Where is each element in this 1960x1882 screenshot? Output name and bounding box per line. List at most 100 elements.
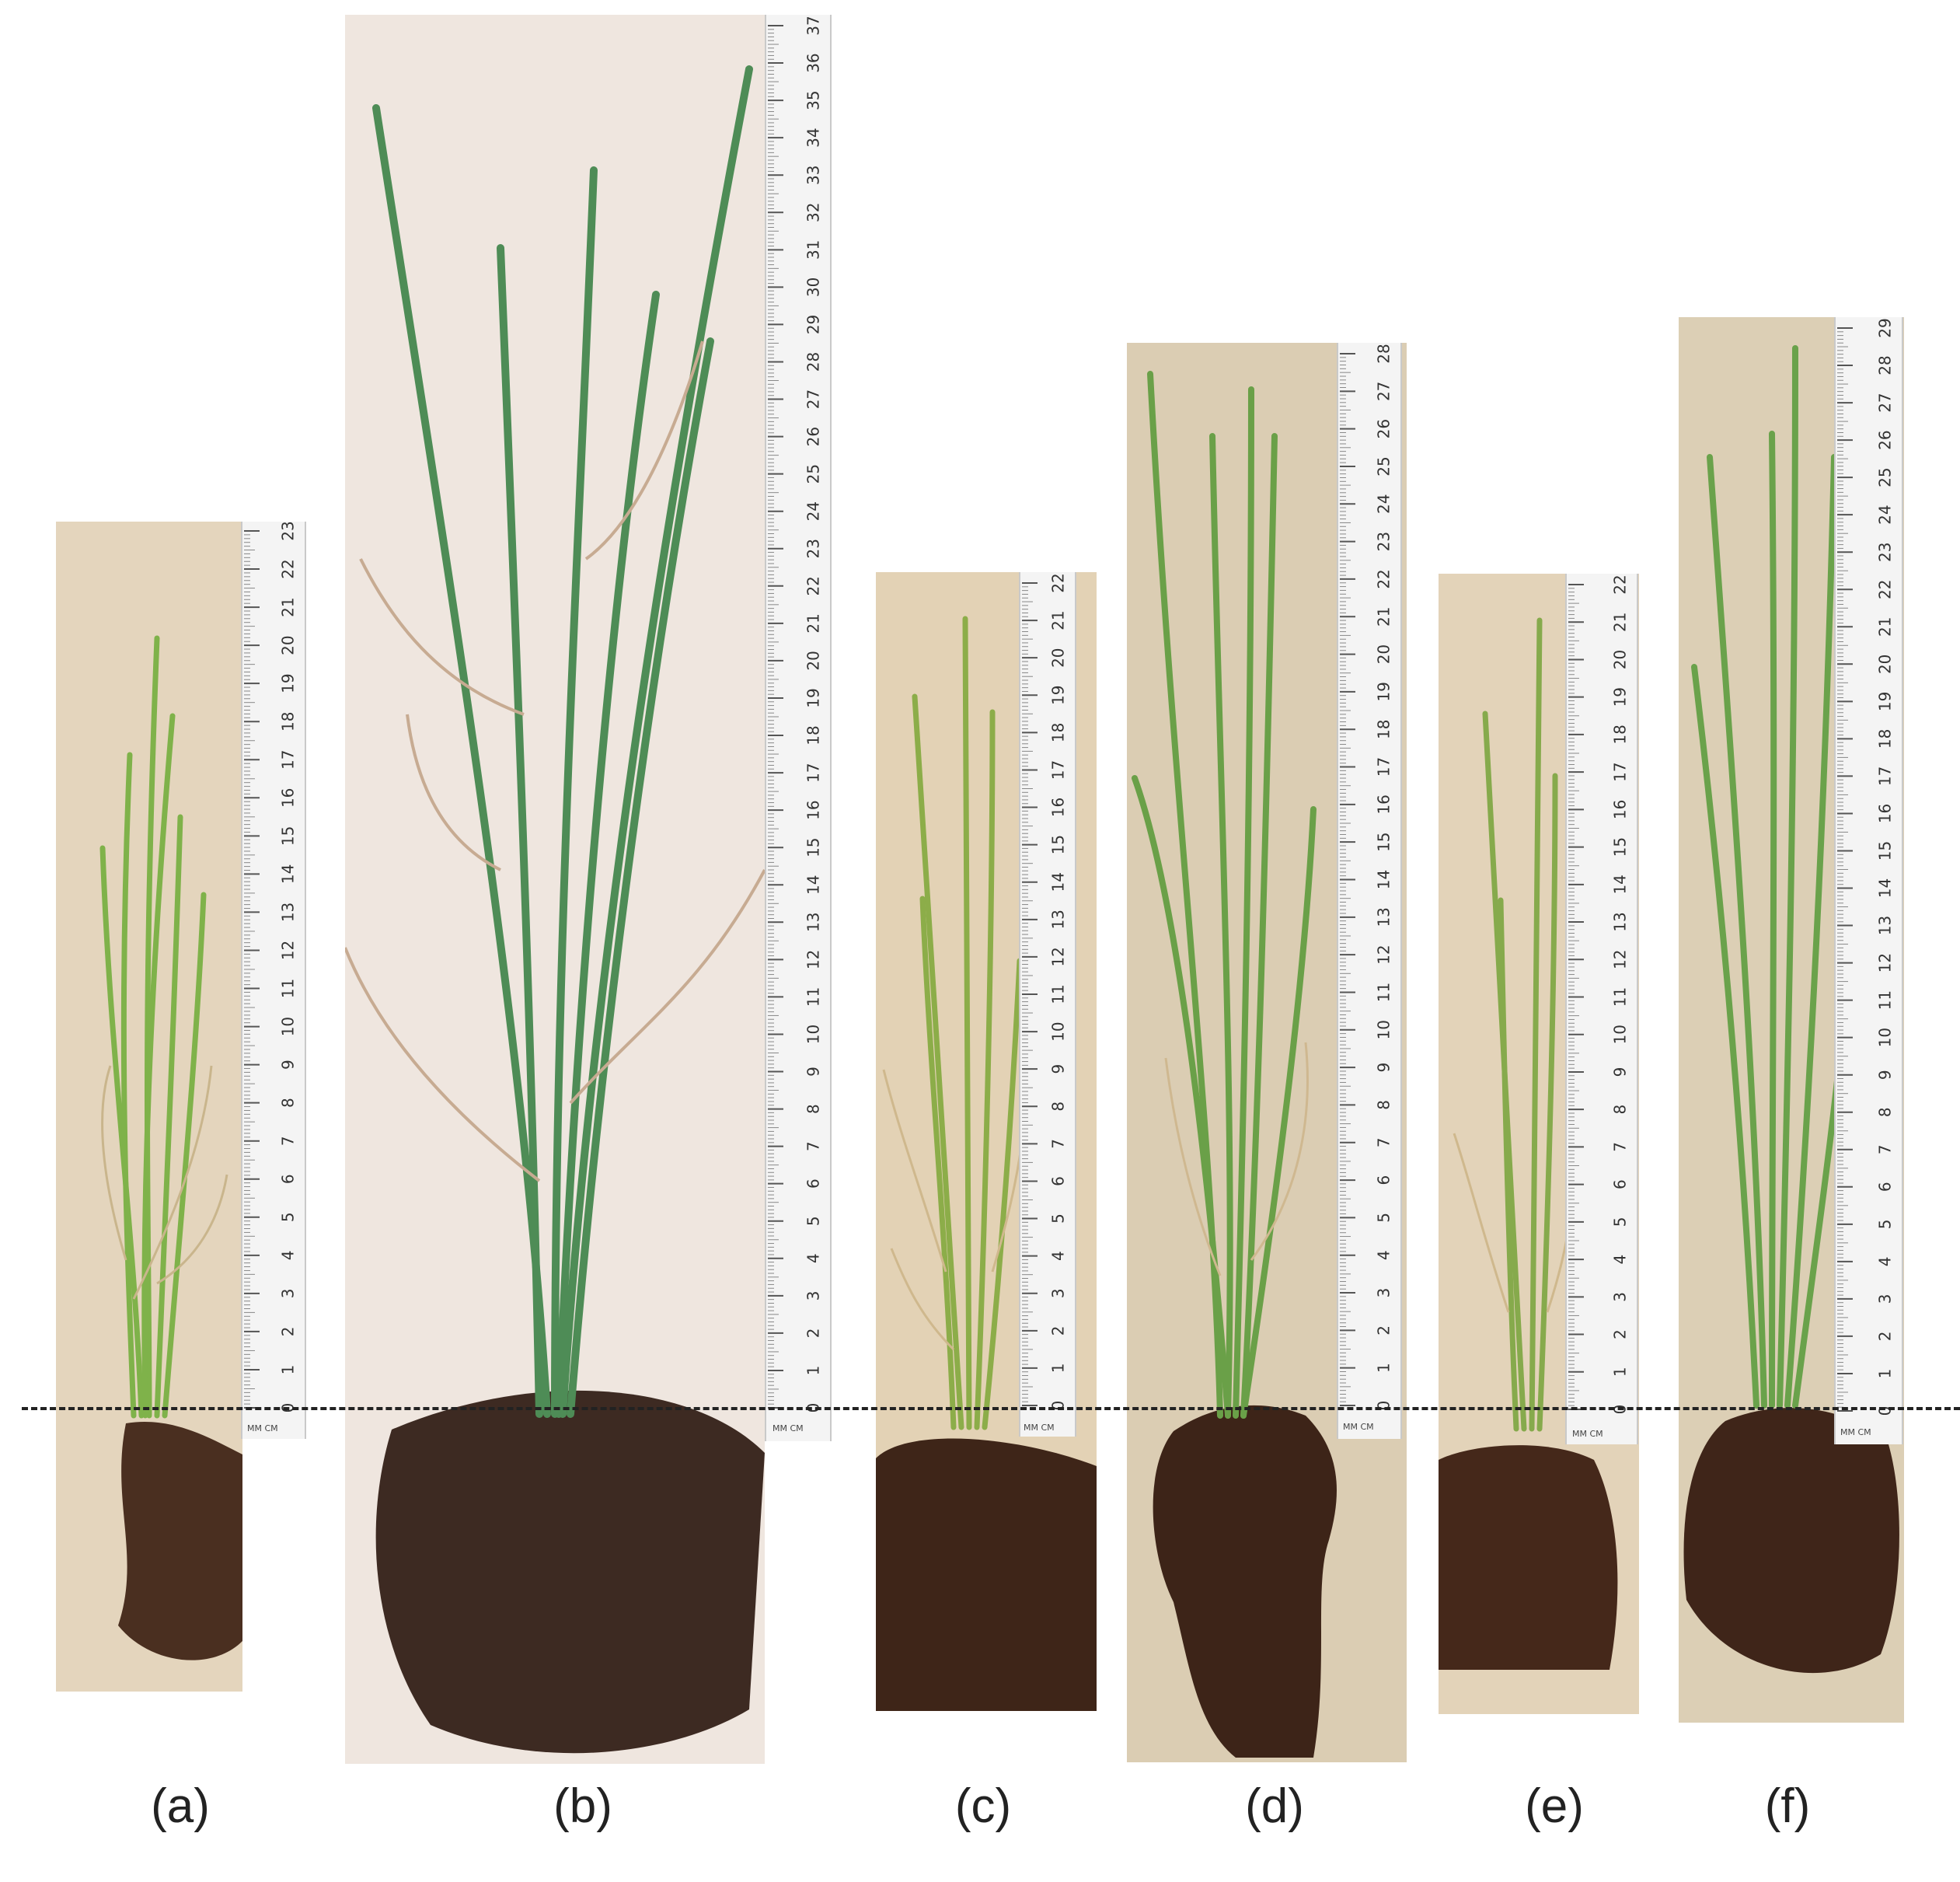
ruler-f-cm-label: 19 (1876, 692, 1895, 711)
ruler-f-cm-label: 8 (1876, 1107, 1895, 1117)
ruler-b-cm-label: 1 (804, 1366, 823, 1376)
ruler-a-cm-label: 19 (279, 673, 298, 693)
ruler-c-cm-label: 4 (1049, 1251, 1068, 1261)
ruler-f-cm-label: 26 (1876, 430, 1895, 449)
ruler-f-cm-label: 25 (1876, 467, 1895, 487)
ruler-d-cm-label: 23 (1375, 532, 1393, 551)
ruler-b-cm-label: 22 (804, 576, 823, 595)
ruler-unit-label-f: MM CM (1840, 1427, 1871, 1437)
ruler-f-cm-label: 3 (1876, 1294, 1895, 1304)
ruler-e-cm-label: 5 (1611, 1217, 1630, 1227)
ruler-e-cm-label: 2 (1611, 1329, 1630, 1339)
ruler-e-cm-label: 13 (1611, 912, 1630, 931)
ruler-d-cm-label: 2 (1375, 1325, 1393, 1336)
ruler-e-cm-label: 10 (1611, 1025, 1630, 1044)
ruler-f-cm-label: 4 (1876, 1256, 1895, 1266)
ruler-f-cm-label: 27 (1876, 393, 1895, 412)
ruler-b-cm-label: 15 (804, 837, 823, 857)
ruler-d-cm-label: 16 (1375, 794, 1393, 814)
ruler-a-cm-label: 14 (279, 864, 298, 884)
ruler-b-cm-label: 25 (804, 464, 823, 484)
ruler-a-cm-label: 12 (279, 941, 298, 960)
ruler-b-cm-label: 4 (804, 1253, 823, 1263)
ruler-d-cm-label: 9 (1375, 1063, 1393, 1073)
ruler-f-cm-label: 11 (1876, 990, 1895, 1010)
plant-image-b (345, 15, 765, 1764)
ruler-b-cm-label: 6 (804, 1178, 823, 1189)
ruler-c-cm-label: 22 (1049, 573, 1068, 592)
ruler-a-cm-label: 10 (279, 1017, 298, 1036)
ruler-a-cm-label: 8 (279, 1098, 298, 1108)
plant-photo-d: 0 1 2 3 4 5 6 7 8 9 10 11 12 13 14 15 16 17 18 19 20 21 22 23 24… (1127, 343, 1407, 1762)
ruler-e-cm-label: 18 (1611, 725, 1630, 744)
ruler-d-cm-label: 5 (1375, 1213, 1393, 1223)
ruler-e-cm-label: 22 (1611, 574, 1630, 594)
ruler-a-cm-label: 15 (279, 826, 298, 846)
ruler-d-cm-label: 12 (1375, 944, 1393, 964)
ruler-a-cm-label: 9 (279, 1060, 298, 1070)
ruler-c-cm-label: 3 (1049, 1288, 1068, 1298)
ruler-e-cm-label: 20 (1611, 650, 1630, 669)
ruler-c-cm-label: 2 (1049, 1325, 1068, 1336)
ruler-f-cm-label: 9 (1876, 1070, 1895, 1080)
ruler-d-cm-label: 10 (1375, 1020, 1393, 1039)
ruler-f-cm-label: 5 (1876, 1219, 1895, 1229)
ruler-a-cm-label: 11 (279, 979, 298, 998)
ruler-f-cm-label: 29 (1876, 318, 1895, 337)
ruler-d: 0 1 2 3 4 5 6 7 8 9 10 11 12 13 14 15 16 17 18 19 20 21 22 23 24… (1337, 343, 1402, 1439)
ruler-d-cm-label: 14 (1375, 870, 1393, 889)
ruler-c-cm-label: 7 (1049, 1139, 1068, 1149)
ruler-b-cm-label: 2 (804, 1329, 823, 1339)
ruler-e-cm-label: 16 (1611, 800, 1630, 819)
ruler-b-cm-label: 35 (804, 90, 823, 110)
ruler-b-cm-label: 17 (804, 763, 823, 782)
ruler-f-cm-label: 2 (1876, 1332, 1895, 1342)
ruler-f-cm-label: 20 (1876, 655, 1895, 674)
ruler-a-cm-label: 23 (279, 522, 298, 541)
ruler-a-cm-label: 13 (279, 903, 298, 922)
ruler-c-cm-label: 1 (1049, 1363, 1068, 1374)
ruler-unit-label-d: MM CM (1343, 1422, 1374, 1432)
ruler-f-cm-label: 1 (1876, 1369, 1895, 1379)
plant-image-a (56, 522, 242, 1692)
ruler-a: 0 1 2 3 4 5 6 7 8 9 10 11 12 13 14 15 16 17 18 19 20 21 22 23 (241, 522, 306, 1439)
ruler-e-cm-label: 21 (1611, 613, 1630, 632)
ruler-d-cm-label: 18 (1375, 719, 1393, 738)
ruler-b-cm-label: 21 (804, 613, 823, 633)
ruler-c-cm-label: 19 (1049, 686, 1068, 705)
ruler-a-cm-label: 16 (279, 788, 298, 808)
ruler-e-cm-label: 19 (1611, 687, 1630, 707)
ruler-a-cm-label: 3 (279, 1289, 298, 1299)
ruler-c-cm-label: 21 (1049, 610, 1068, 630)
panel-label-e: (e) (1525, 1779, 1584, 1833)
ruler-unit-label-e: MM CM (1572, 1429, 1603, 1439)
ruler-unit-label-b: MM CM (772, 1423, 804, 1433)
ruler-b-cm-label: 14 (804, 875, 823, 895)
ruler-e-cm-label: 9 (1611, 1067, 1630, 1077)
ruler-b-cm-label: 18 (804, 725, 823, 745)
plant-photo-a: 0 1 2 3 4 5 6 7 8 9 10 11 12 13 14 15 16 17 18 19 20 21 22 23 M… (56, 522, 307, 1692)
ruler-a-cm-label: 2 (279, 1327, 298, 1337)
ruler-f-cm-label: 7 (1876, 1144, 1895, 1154)
ruler-a-cm-label: 20 (279, 635, 298, 655)
ruler-f-cm-label: 10 (1876, 1028, 1895, 1047)
ruler-c-cm-label: 14 (1049, 872, 1068, 892)
ruler-f-cm-label: 23 (1876, 542, 1895, 561)
ruler-c-cm-label: 5 (1049, 1213, 1068, 1224)
ruler-d-cm-label: 8 (1375, 1100, 1393, 1110)
ruler-b-cm-label: 13 (804, 913, 823, 932)
panel-label-b: (b) (553, 1779, 612, 1833)
ruler-e: 0 1 2 3 4 5 6 7 8 9 10 11 12 13 14 15 16 17 18 19 20 21 22 (1565, 574, 1638, 1444)
ruler-c: 0 1 2 3 4 5 6 7 8 9 10 11 12 13 14 15 16 17 18 19 20 21 22 (1019, 572, 1076, 1437)
ruler-c-cm-label: 6 (1049, 1176, 1068, 1186)
ruler-e-cm-label: 4 (1611, 1255, 1630, 1265)
ruler-a-cm-label: 22 (279, 559, 298, 578)
ruler-b-cm-label: 5 (804, 1216, 823, 1226)
ruler-d-cm-label: 17 (1375, 757, 1393, 777)
plant-photo-c: 0 1 2 3 4 5 6 7 8 9 10 11 12 13 14 15 16 17 18 19 20 21 22 MM … (876, 572, 1097, 1711)
ruler-b-cm-label: 11 (804, 987, 823, 1007)
ruler-d-cm-label: 28 (1375, 344, 1393, 363)
ruler-b-cm-label: 10 (804, 1025, 823, 1044)
plant-photo-f: 0 1 2 3 4 5 6 7 8 9 10 11 12 13 14 15 16 17 18 19 20 21 22 23 24… (1679, 317, 1904, 1723)
ruler-c-cm-label: 10 (1049, 1021, 1068, 1041)
